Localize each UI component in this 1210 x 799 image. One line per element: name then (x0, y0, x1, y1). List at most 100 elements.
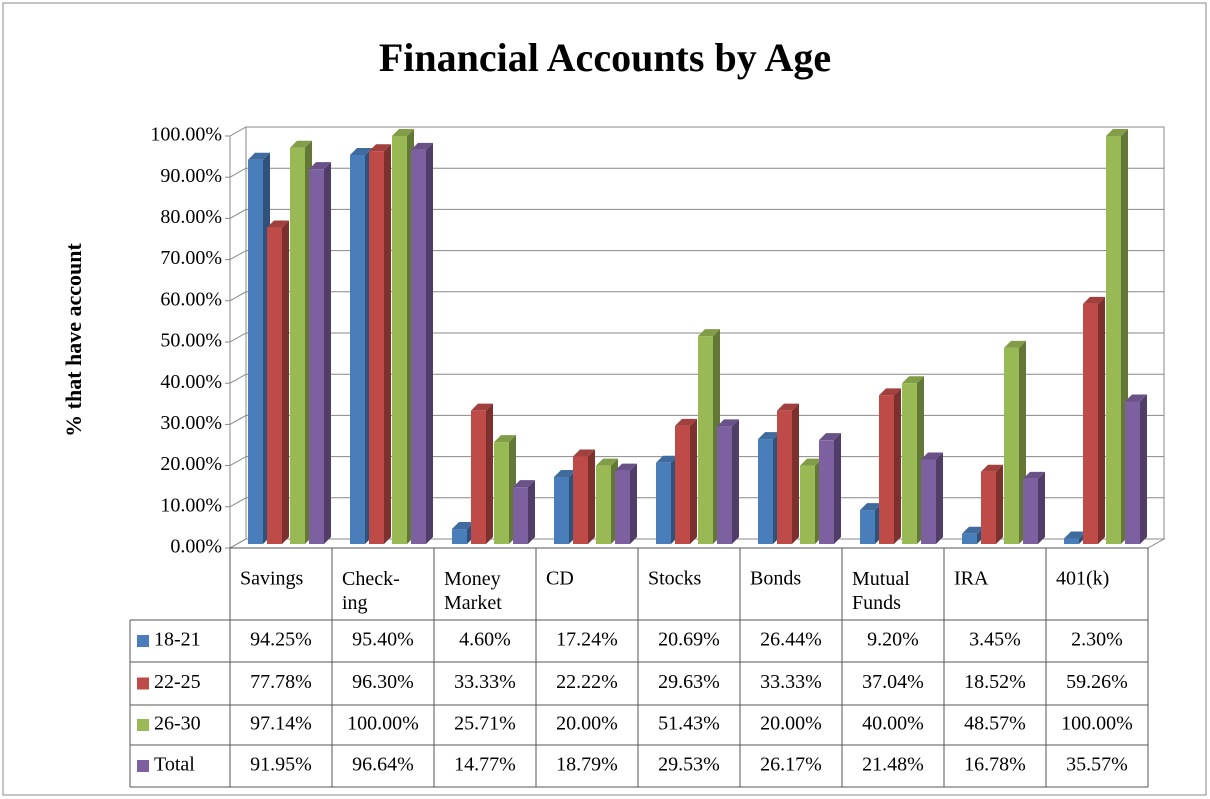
bar-front (698, 336, 713, 544)
bar-top (471, 403, 493, 411)
y-tick-label: 60.00% (160, 288, 222, 310)
bar-top (1125, 394, 1147, 402)
bar (758, 432, 780, 544)
bar-front (494, 442, 509, 544)
data-label: 48.57% (964, 713, 1026, 735)
bar-top (879, 388, 901, 396)
bar (411, 142, 433, 544)
bar (392, 129, 414, 544)
x-tick-label: Mutual Funds (852, 568, 910, 614)
data-label: 3.45% (969, 629, 1021, 651)
bar-front (656, 462, 671, 544)
bar-front (902, 383, 917, 544)
bar-side (792, 403, 799, 544)
bar-front (879, 395, 894, 544)
bar (309, 162, 331, 544)
bar (369, 144, 391, 544)
data-label: 2.30% (1071, 629, 1123, 651)
bar-front (596, 465, 611, 544)
data-label: 18.52% (964, 671, 1026, 693)
bar-side (528, 480, 535, 544)
bar (879, 388, 901, 544)
data-label: 95.40% (352, 629, 414, 651)
bar (981, 464, 1003, 544)
bar-front (777, 410, 792, 544)
y-tick-label: 10.00% (160, 494, 222, 516)
bar-top (962, 526, 984, 534)
x-tick-label: 401(k) (1056, 568, 1109, 590)
bar-top (800, 458, 822, 466)
legend-label: 18-21 (154, 629, 201, 651)
y-tick-label: 80.00% (160, 206, 222, 228)
data-label: 91.95% (250, 754, 312, 776)
bar-top (267, 220, 289, 228)
bar-top (1083, 296, 1105, 304)
y-tick-label: 90.00% (160, 165, 222, 187)
bar-front (615, 470, 630, 544)
bar (921, 452, 943, 544)
grid-line (229, 497, 1164, 508)
bar-top (656, 455, 678, 463)
x-tick-label: Stocks (648, 568, 702, 590)
bar-front (554, 476, 569, 544)
grid-line (229, 250, 1164, 261)
bar-top (777, 403, 799, 411)
bar-top (411, 142, 433, 150)
bar-front (860, 510, 875, 544)
bar-side (426, 142, 433, 544)
grid-line (229, 456, 1164, 467)
bar (615, 463, 637, 544)
y-tick-label: 20.00% (160, 453, 222, 475)
data-label: 18.79% (556, 754, 618, 776)
bar-front (1004, 347, 1019, 544)
bar-side (690, 418, 697, 544)
grid-line (229, 373, 1164, 384)
y-tick-label: 40.00% (160, 371, 222, 393)
data-label: 97.14% (250, 713, 312, 735)
bar (267, 220, 289, 545)
data-label: 35.57% (1066, 754, 1128, 776)
bar-side (732, 419, 739, 544)
bar-front (290, 147, 305, 544)
bar-front (573, 456, 588, 544)
bar-side (1140, 394, 1147, 544)
bar-side (588, 449, 595, 544)
grid-line (229, 167, 1164, 178)
data-label: 33.33% (454, 671, 516, 693)
data-label: 33.33% (760, 671, 822, 693)
data-label: 37.04% (862, 671, 924, 693)
bar-top (513, 480, 535, 488)
bar (800, 458, 822, 544)
bar-top (819, 433, 841, 441)
y-tick-label: 0.00% (170, 536, 222, 558)
data-label: 9.20% (867, 629, 919, 651)
bar-top (350, 147, 372, 155)
bar-front (1064, 538, 1079, 544)
bar-front (819, 440, 834, 544)
bar (248, 152, 270, 544)
data-label: 96.64% (352, 754, 414, 776)
bar (1106, 129, 1128, 544)
bar-side (894, 388, 901, 544)
legend-key (137, 719, 149, 731)
bar-side (834, 433, 841, 544)
bar (717, 419, 739, 544)
data-label: 4.60% (459, 629, 511, 651)
bar-side (486, 403, 493, 544)
bar-side (996, 464, 1003, 544)
data-label: 59.26% (1066, 671, 1128, 693)
x-tick-label: Check-ing (342, 568, 400, 614)
bar (1125, 394, 1147, 544)
bar (860, 503, 882, 544)
data-label: 22.22% (556, 671, 618, 693)
y-tick-label: 100.00% (150, 124, 222, 146)
data-label: 77.78% (250, 671, 312, 693)
bar-top (392, 129, 414, 136)
bar (1083, 296, 1105, 544)
bar-front (962, 533, 977, 544)
x-tick-label: IRA (954, 568, 989, 590)
bar (350, 147, 372, 544)
legend-key (137, 635, 149, 647)
legend-label: 22-25 (154, 671, 201, 693)
grid-line (229, 126, 1164, 137)
